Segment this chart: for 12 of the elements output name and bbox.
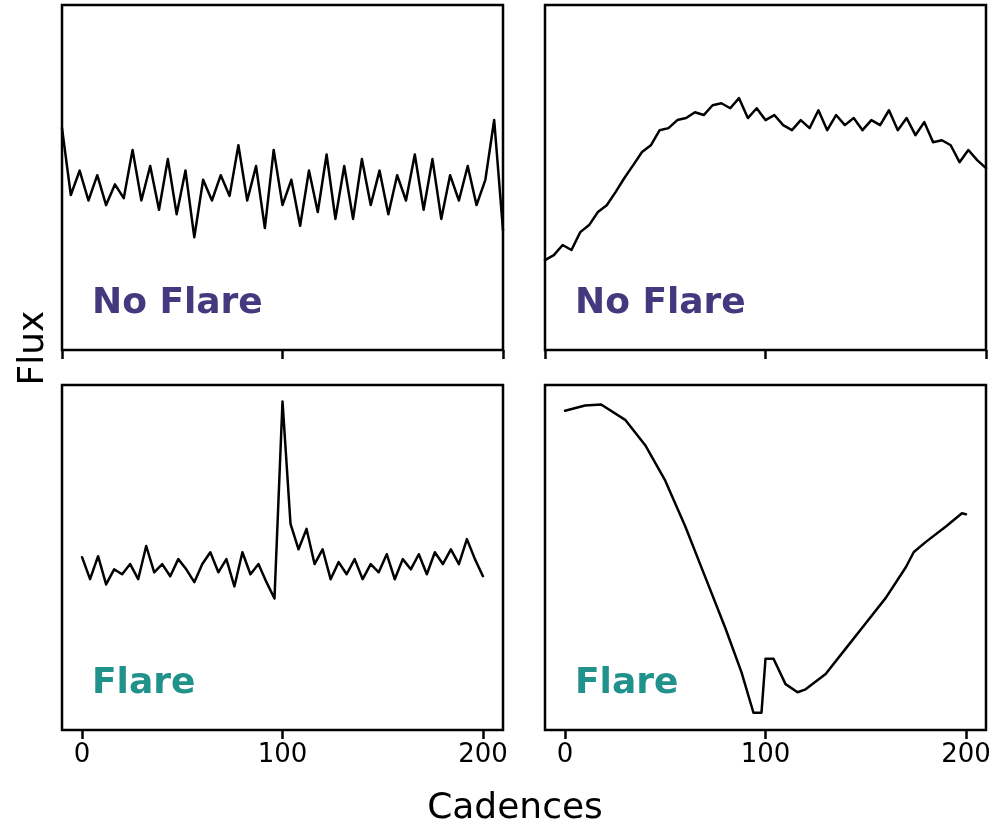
x-tick-label: 0 (556, 738, 574, 768)
annotation: Flare (575, 659, 679, 701)
x-tick-label: 200 (458, 738, 508, 768)
y-axis-title: Flux (9, 310, 51, 386)
x-tick-label: 0 (73, 738, 91, 768)
annotation: No Flare (575, 279, 746, 321)
x-tick-label: 100 (257, 738, 308, 768)
x-tick-label: 100 (740, 738, 791, 768)
annotation: Flare (92, 659, 196, 701)
x-axis-title: Cadences (427, 784, 603, 826)
x-tick-label: 200 (941, 738, 991, 768)
annotation: No Flare (92, 279, 263, 321)
